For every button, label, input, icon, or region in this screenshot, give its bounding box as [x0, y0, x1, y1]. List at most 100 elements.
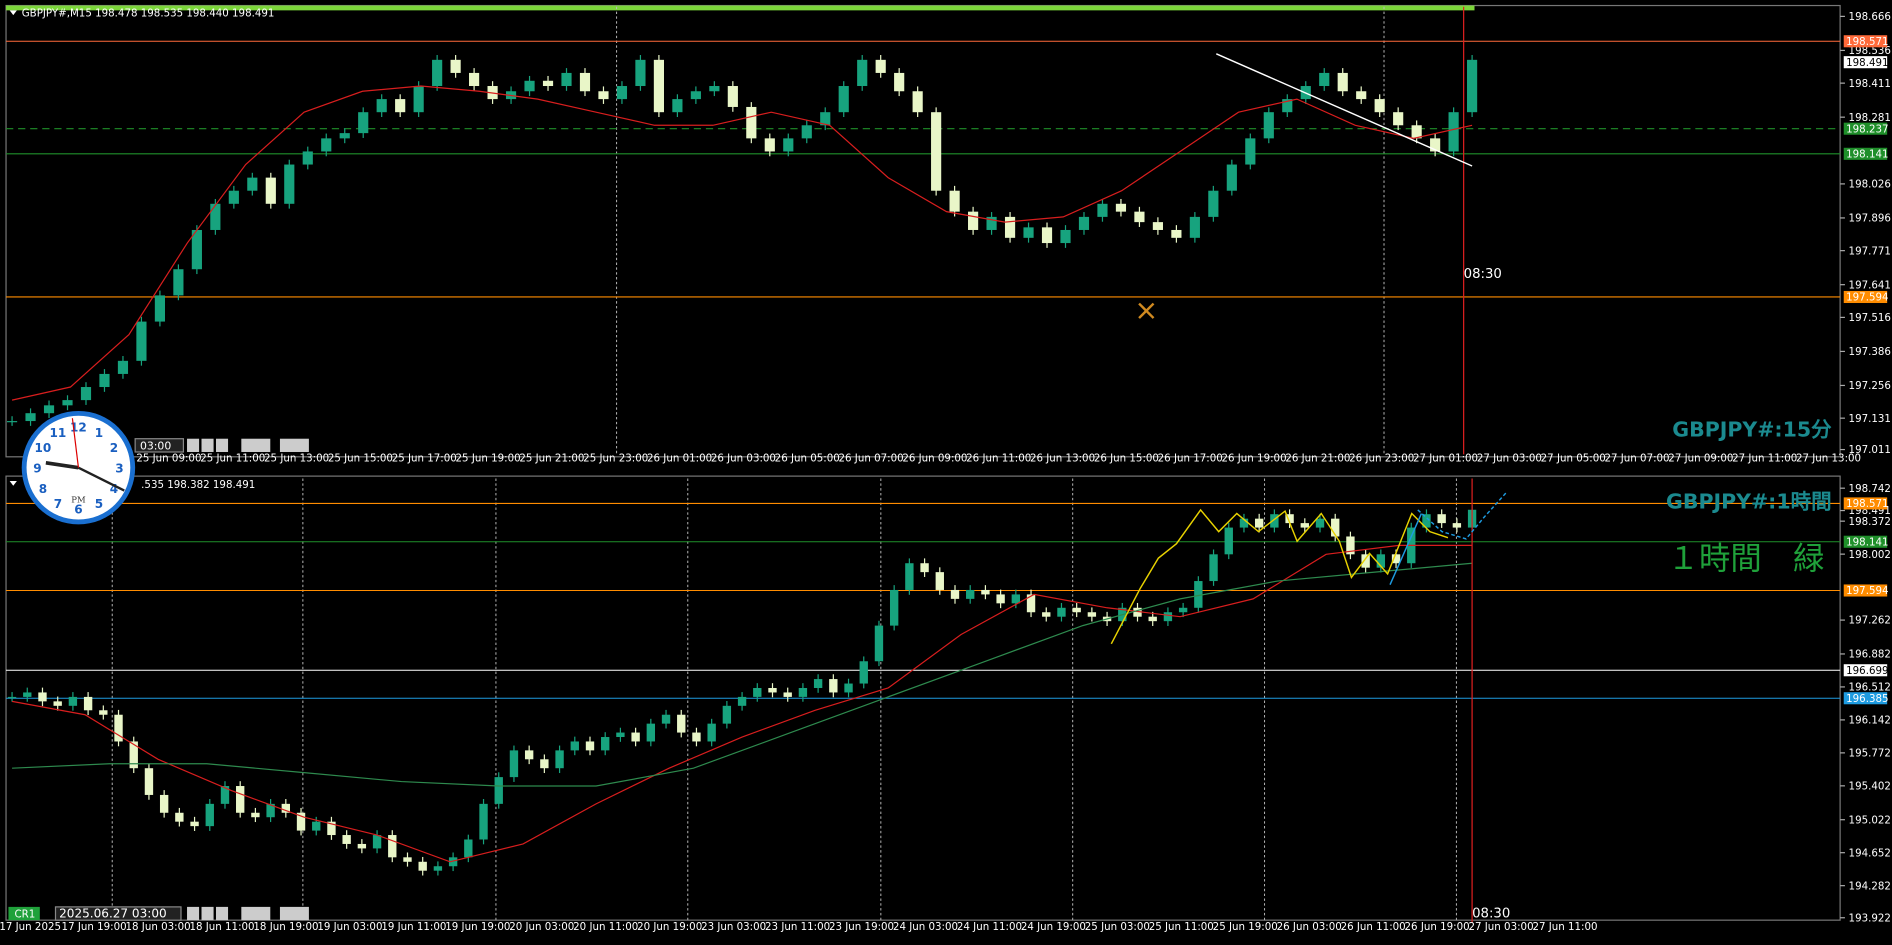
candle-body [191, 229, 202, 270]
candle-body [874, 625, 884, 662]
candle-body [210, 203, 221, 230]
time-box [134, 438, 185, 453]
candle-body [857, 59, 868, 87]
button[interactable] [187, 438, 200, 452]
time-label: 26 Jun 15:00 [1094, 453, 1159, 465]
time-label: 24 Jun 19:00 [1021, 921, 1086, 933]
bottom-chart [6, 478, 1845, 923]
cursor-time: 08:30 [1464, 267, 1502, 282]
clock-number: 5 [95, 497, 103, 511]
candle-body [25, 413, 36, 422]
candle-body [1254, 518, 1264, 528]
time-label: 26 Jun 13:00 [1030, 453, 1095, 465]
candle-body [357, 843, 367, 849]
candle-body [1133, 607, 1142, 617]
top-title: GBPJPY#,M15 198.478 198.535 198.440 198.… [22, 7, 275, 19]
top-watermark: GBPJPY#:15分 [1672, 417, 1832, 441]
time-label: 24 Jun 11:00 [957, 921, 1022, 933]
button[interactable] [201, 438, 214, 452]
time-label: 25 Jun 19:00 [456, 453, 521, 465]
time-label: 26 Jun 07:00 [839, 453, 904, 465]
cursor-time: 08:30 [1472, 907, 1510, 922]
time-label: 26 Jun 23:00 [1349, 453, 1414, 465]
candle-body [1194, 581, 1203, 608]
candle-body [753, 687, 762, 697]
time-label: 25 Jun 17:00 [392, 453, 457, 465]
candle-body [450, 59, 461, 73]
price-label: 195.772 [1849, 747, 1891, 759]
candle-body [598, 91, 609, 100]
time-label: 18 Jun 11:00 [189, 921, 254, 933]
candle-body [129, 741, 138, 769]
level-label: 198.571 [1846, 498, 1888, 510]
candle-body [1361, 554, 1370, 568]
candle-body [433, 866, 443, 871]
pane-arrow [9, 480, 17, 486]
price-label: 198.026 [1849, 179, 1891, 191]
candle-body [889, 589, 899, 626]
candle-body [542, 80, 554, 87]
note-text: １時間 緑 [1668, 541, 1825, 577]
price-label: 197.771 [1849, 245, 1891, 257]
candle-body [1163, 612, 1173, 622]
candle-body [579, 72, 591, 92]
candle-body [1152, 222, 1163, 230]
button[interactable] [215, 438, 229, 452]
projection-line [1417, 492, 1507, 540]
candle-body [1374, 99, 1385, 113]
time-label: 26 Jun 19:00 [1405, 921, 1470, 933]
candle-body [1331, 518, 1340, 537]
candle-body [83, 696, 93, 711]
candle-body [1209, 554, 1218, 582]
candle-body [1134, 211, 1145, 223]
candle-body [1171, 229, 1182, 238]
candle-body [1315, 518, 1325, 528]
price-label: 198.411 [1849, 78, 1891, 90]
candle-body [783, 692, 792, 697]
candle-body [448, 857, 458, 867]
candle-body [1393, 112, 1404, 126]
candle-body [1270, 514, 1279, 528]
time-label: 26 Jun 03:00 [1277, 921, 1342, 933]
price-label: 198.666 [1849, 11, 1891, 23]
price-label: 198.281 [1849, 112, 1891, 124]
candle-body [1422, 514, 1431, 528]
button[interactable] [279, 438, 309, 452]
candle-body [469, 72, 480, 87]
level-box [1843, 56, 1888, 69]
candle-body [838, 86, 849, 113]
time-label: 27 Jun 03:00 [1477, 453, 1542, 465]
candle-body [6, 421, 18, 423]
candle-body [646, 723, 656, 742]
button[interactable] [279, 906, 309, 921]
time-label: 19 Jun 19:00 [445, 921, 510, 933]
candle-body [479, 803, 488, 840]
candle-body [432, 59, 443, 87]
button[interactable] [241, 438, 271, 452]
candle-body [783, 138, 794, 152]
candle-body [1430, 138, 1441, 152]
button[interactable] [241, 906, 271, 921]
candle-body [403, 857, 412, 862]
button[interactable] [215, 906, 229, 921]
button[interactable] [187, 906, 200, 921]
time-box [54, 906, 182, 921]
candle-body [1004, 216, 1016, 238]
moving-average [12, 562, 1473, 787]
candle-body [99, 710, 108, 715]
candle-body [829, 679, 838, 693]
time-label: 25 Jun 23:00 [583, 453, 648, 465]
level-box [1843, 290, 1888, 304]
candle-body [1072, 607, 1081, 613]
candle-body [616, 86, 628, 100]
button[interactable] [201, 906, 214, 921]
candle-body [358, 112, 369, 134]
candle-body [1078, 216, 1090, 230]
candle-body [302, 151, 313, 165]
candle-body [1391, 554, 1401, 564]
candle-body [1376, 554, 1386, 568]
time-label: 17 Jun 2025 [0, 921, 61, 933]
candle-body [601, 737, 610, 751]
candle-body [342, 835, 351, 844]
